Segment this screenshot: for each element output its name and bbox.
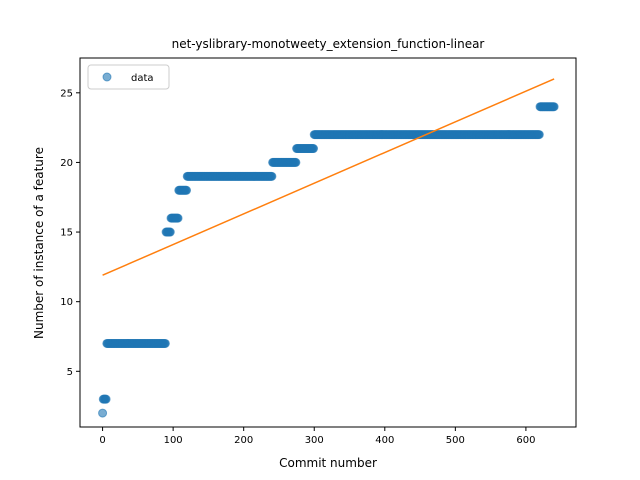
legend: data: [87, 64, 170, 90]
data-point: [101, 394, 111, 404]
data-point: [534, 130, 544, 140]
data-point: [291, 157, 301, 167]
data-point: [173, 213, 183, 223]
x-axis: 0 100 200 300 400 500 600: [99, 427, 535, 446]
plot-area: [79, 57, 577, 428]
x-tick-label: 300: [305, 435, 324, 446]
x-tick-label: 600: [516, 435, 535, 446]
data-point: [549, 102, 559, 112]
y-tick-label: 20: [60, 158, 73, 169]
x-tick-label: 400: [375, 435, 394, 446]
legend-box: [87, 64, 170, 90]
data-point: [98, 408, 108, 418]
legend-marker: [102, 72, 112, 82]
data-point: [309, 144, 319, 154]
plot-frame: [79, 57, 577, 428]
x-tick-label: 500: [446, 435, 465, 446]
x-axis-label: Commit number: [279, 456, 377, 470]
y-axis: 5 10 15 20 25: [60, 88, 80, 378]
chart-title: net-yslibrary-monotweety_extension_funct…: [172, 37, 485, 51]
y-tick-label: 5: [67, 367, 73, 378]
x-tick-label: 0: [99, 435, 105, 446]
x-tick-label: 200: [234, 435, 253, 446]
data-point: [165, 227, 175, 237]
y-tick-label: 15: [60, 228, 73, 239]
legend-label: data: [131, 73, 154, 84]
data-point: [160, 338, 170, 348]
fit-line: [102, 78, 555, 276]
y-tick-label: 25: [60, 88, 73, 99]
data-point: [267, 171, 277, 181]
x-tick-label: 100: [164, 435, 183, 446]
y-tick-label: 10: [60, 297, 73, 308]
data-point: [182, 185, 192, 195]
y-axis-label: Number of instance of a feature: [32, 147, 46, 339]
